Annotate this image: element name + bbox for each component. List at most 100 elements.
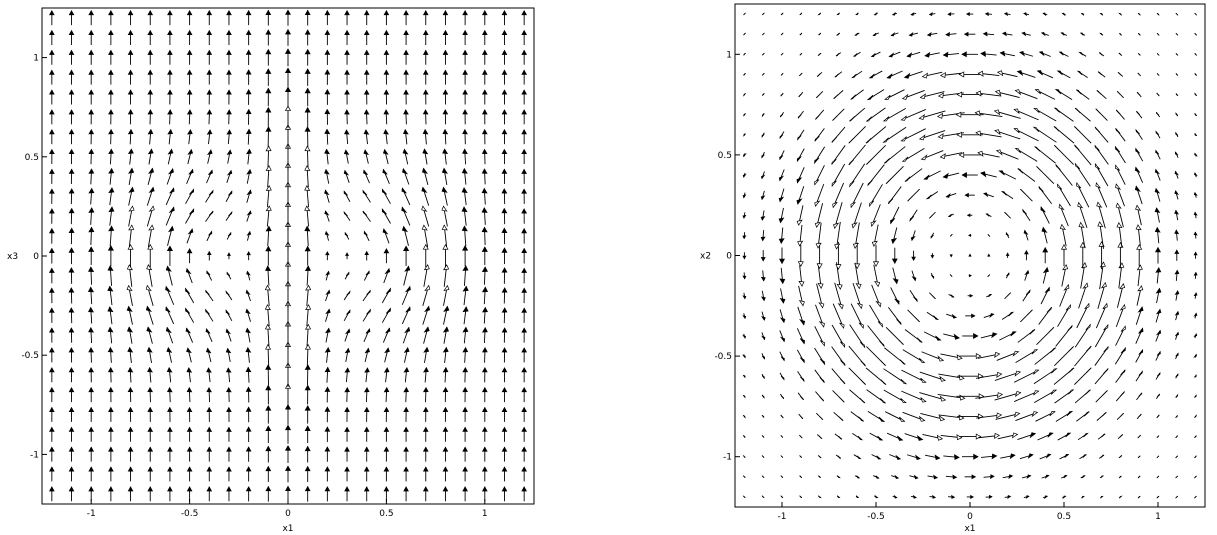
field-arrow [1155,287,1162,304]
field-arrow [88,426,95,442]
field-arrow [779,112,785,118]
field-arrow [442,446,449,462]
field-arrow [88,306,95,324]
field-arrow [206,230,213,242]
field-arrow [88,406,95,422]
field-arrow [462,386,469,403]
field-arrow [833,202,843,230]
field-arrow [742,414,746,419]
field-arrow [910,230,916,242]
field-arrow [442,109,449,125]
field-arrow [501,307,508,324]
field-arrow [901,148,925,162]
field-arrow [521,109,528,125]
field-arrow [1114,346,1126,365]
field-arrow [1017,168,1036,182]
field-arrow [461,206,468,226]
field-arrow [817,455,822,459]
field-arrow [1099,32,1104,36]
field-arrow [832,182,845,209]
field-arrow [1054,88,1073,100]
field-arrow [381,307,391,323]
field-arrow [1053,367,1075,385]
field-arrow [882,107,907,122]
field-arrow [1038,186,1053,205]
field-arrow [304,126,311,148]
field-arrow [1193,333,1198,339]
field-arrow [186,248,193,264]
field-arrow [815,222,822,249]
field-arrow [245,386,252,403]
field-arrow [285,9,291,26]
field-arrow [1077,432,1089,441]
field-arrow [48,109,55,125]
field-arrow [422,446,429,462]
field-arrow [1193,251,1198,259]
field-arrow [1034,347,1056,365]
field-arrow [994,129,1021,140]
field-arrow [401,225,409,246]
field-arrow [461,225,468,247]
field-arrow [1118,495,1123,499]
field-arrow [146,264,153,287]
field-arrow [344,426,350,442]
field-arrow [815,109,825,120]
field-arrow [185,287,195,304]
field-arrow [521,168,527,184]
field-arrow [401,187,411,206]
field-arrow [901,369,927,383]
field-arrow [1019,50,1034,57]
field-arrow [68,129,75,145]
field-arrow [918,110,946,120]
field-arrow [481,367,488,383]
field-arrow [344,486,350,502]
field-arrow [780,455,784,458]
field-arrow [165,326,174,344]
field-arrow [147,10,154,26]
field-arrow [384,347,390,363]
field-arrow [88,347,95,363]
field-arrow [966,494,974,500]
field-arrow [146,346,153,363]
field-arrow [403,346,410,363]
field-arrow [304,445,311,463]
field-arrow [1076,411,1090,422]
field-arrow [983,192,994,198]
field-arrow [743,93,746,97]
field-arrow [423,366,429,383]
field-arrow [1135,306,1144,325]
field-arrow [1115,109,1125,120]
field-arrow [48,188,55,204]
field-arrow [761,32,765,36]
field-arrow [884,347,906,365]
field-arrow [1097,281,1107,309]
field-arrow [245,446,252,462]
field-arrow [403,446,409,462]
field-arrow [1118,455,1123,459]
field-arrow [870,51,881,58]
field-arrow [245,69,252,85]
field-arrow [304,364,311,386]
field-arrow [521,227,528,244]
field-arrow [127,366,134,383]
field-arrow [68,89,75,105]
field-arrow [965,313,976,319]
field-arrow [284,105,292,129]
field-arrow [265,9,272,26]
field-arrow [831,346,846,366]
field-arrow [961,172,978,178]
field-arrow [381,188,391,204]
field-arrow [88,266,95,285]
field-arrow [964,474,977,480]
field-arrow [344,271,350,280]
field-arrow [1024,249,1029,261]
field-arrow [324,189,330,203]
field-arrow [146,326,153,344]
field-arrow [849,163,866,188]
field-arrow [68,49,75,65]
x-tick-label: 0 [285,509,291,519]
field-arrow [324,128,331,145]
field-arrow [1059,284,1070,307]
field-arrow [1014,147,1038,162]
field-arrow [866,144,886,165]
